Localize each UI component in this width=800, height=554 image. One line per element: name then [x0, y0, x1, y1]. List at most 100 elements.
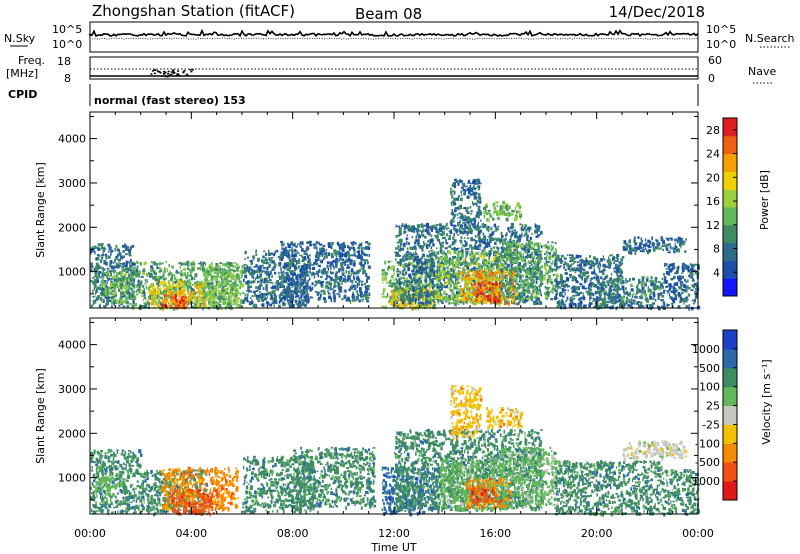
range-time-cell	[167, 288, 169, 292]
range-time-cell	[394, 299, 397, 303]
range-time-cell	[358, 279, 361, 283]
range-time-cell	[208, 301, 211, 304]
range-time-cell	[453, 239, 457, 243]
range-time-cell	[216, 272, 219, 275]
range-time-cell	[170, 290, 172, 292]
range-time-cell	[327, 290, 329, 293]
range-time-cell	[153, 272, 157, 276]
range-time-cell	[414, 248, 417, 250]
freq-unit-label: [MHz]	[6, 67, 38, 80]
range-time-cell	[246, 265, 249, 269]
range-time-cell	[209, 270, 213, 273]
range-time-cell	[164, 289, 168, 292]
range-time-cell	[113, 265, 117, 269]
range-time-cell	[132, 277, 136, 280]
range-time-cell	[197, 282, 200, 287]
range-time-cell	[188, 264, 190, 268]
range-time-cell	[90, 250, 93, 253]
range-time-cell	[429, 268, 432, 273]
range-time-cell	[313, 261, 316, 265]
range-time-cell	[167, 294, 171, 299]
range-time-cell	[436, 261, 440, 263]
range-time-cell	[419, 293, 422, 297]
range-time-cell	[251, 295, 254, 298]
range-time-cell	[198, 297, 201, 301]
range-time-cell	[526, 253, 529, 257]
range-time-cell	[278, 304, 281, 309]
range-time-cell	[384, 260, 387, 265]
range-time-cell	[156, 295, 158, 298]
range-time-cell	[316, 270, 319, 275]
range-time-cell	[308, 240, 312, 244]
range-time-cell	[525, 242, 527, 246]
range-time-cell	[115, 255, 119, 258]
nave-dip-dot	[173, 72, 176, 74]
range-time-cell	[403, 273, 406, 277]
range-time-cell	[251, 300, 254, 305]
range-time-cell	[504, 254, 507, 258]
range-time-cell	[448, 294, 451, 299]
range-time-cell	[524, 259, 526, 263]
range-time-cell	[455, 295, 459, 299]
station-title: Zhongshan Station (fitACF)	[92, 2, 295, 20]
range-time-cell	[453, 241, 456, 244]
range-time-cell	[489, 237, 492, 242]
range-time-cell	[398, 232, 402, 236]
range-time-cell	[477, 233, 479, 237]
range-time-cell	[540, 231, 543, 235]
range-time-cell	[439, 264, 441, 268]
range-time-cell	[536, 228, 539, 231]
range-time-cell	[457, 300, 459, 303]
range-time-cell	[228, 294, 232, 298]
range-time-cell	[125, 270, 129, 273]
range-time-cell	[521, 234, 523, 238]
range-time-cell	[188, 275, 190, 277]
range-time-cell	[307, 259, 311, 263]
range-time-cell	[524, 246, 527, 249]
range-time-cell	[160, 296, 163, 300]
range-time-cell	[185, 275, 188, 280]
range-time-cell	[417, 224, 419, 227]
range-time-cell	[172, 291, 175, 295]
range-time-cell	[131, 261, 134, 264]
range-time-cell	[536, 297, 539, 301]
range-time-cell	[103, 262, 106, 265]
range-time-cell	[291, 284, 294, 288]
range-time-cell	[180, 282, 183, 286]
range-time-cell	[327, 267, 329, 271]
range-time-cell	[446, 227, 450, 230]
range-time-cell	[212, 297, 215, 300]
range-time-cell	[202, 306, 204, 311]
range-time-cell	[241, 265, 244, 269]
nave-dip-dot	[164, 71, 167, 74]
range-time-cell	[424, 236, 427, 239]
range-time-cell	[176, 269, 178, 272]
range-time-cell	[492, 268, 494, 273]
range-time-cell	[429, 285, 431, 289]
range-time-cell	[363, 293, 366, 296]
range-time-cell	[397, 283, 400, 286]
range-time-cell	[403, 293, 407, 296]
range-time-cell	[532, 266, 535, 269]
range-time-cell	[114, 299, 117, 302]
range-time-cell	[95, 266, 98, 271]
range-time-cell	[107, 291, 111, 296]
range-time-cell	[113, 284, 116, 287]
range-time-cell	[310, 297, 314, 299]
range-time-cell	[465, 253, 468, 258]
range-time-cell	[416, 228, 419, 232]
range-time-cell	[116, 281, 120, 284]
range-time-cell	[224, 296, 227, 299]
range-time-cell	[166, 286, 170, 289]
range-time-cell	[478, 238, 481, 242]
range-time-cell	[457, 259, 459, 261]
range-time-cell	[398, 231, 402, 234]
range-time-cell	[304, 274, 308, 277]
range-time-cell	[130, 278, 132, 282]
range-time-cell	[464, 224, 468, 228]
range-time-cell	[423, 267, 427, 271]
range-time-cell	[200, 284, 203, 287]
nave-dip-dot	[187, 74, 189, 77]
range-time-cell	[304, 297, 307, 302]
range-time-cell	[443, 251, 446, 255]
